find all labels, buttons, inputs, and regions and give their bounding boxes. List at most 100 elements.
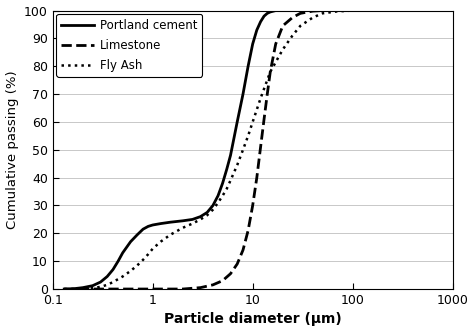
Limestone bbox=[220, 279, 226, 283]
Portland cement bbox=[150, 223, 155, 227]
Portland cement bbox=[135, 233, 140, 237]
Fly Ash bbox=[146, 252, 151, 256]
Fly Ash bbox=[245, 134, 251, 138]
Fly Ash bbox=[198, 217, 203, 221]
Portland cement bbox=[80, 286, 86, 290]
Portland cement bbox=[120, 251, 126, 255]
Line: Fly Ash: Fly Ash bbox=[64, 11, 383, 289]
Portland cement bbox=[68, 287, 73, 291]
Fly Ash bbox=[167, 233, 173, 237]
Limestone bbox=[319, 9, 325, 13]
Limestone bbox=[290, 16, 295, 20]
Portland cement bbox=[250, 42, 255, 46]
Fly Ash bbox=[334, 9, 340, 13]
Portland cement bbox=[267, 10, 273, 14]
Limestone bbox=[298, 11, 303, 15]
Portland cement bbox=[273, 9, 279, 13]
Limestone bbox=[210, 283, 216, 287]
Fly Ash bbox=[350, 9, 356, 13]
Limestone bbox=[98, 287, 103, 291]
Fly Ash bbox=[290, 34, 295, 38]
Portland cement bbox=[98, 280, 103, 284]
Fly Ash bbox=[110, 280, 116, 284]
Portland cement bbox=[104, 275, 110, 279]
Limestone bbox=[228, 272, 233, 276]
Portland cement bbox=[245, 64, 251, 68]
Limestone bbox=[261, 117, 267, 121]
Fly Ash bbox=[240, 148, 246, 152]
Fly Ash bbox=[220, 194, 226, 198]
Limestone bbox=[264, 92, 270, 96]
Fly Ash bbox=[367, 9, 373, 13]
Portland cement bbox=[204, 210, 210, 214]
Fly Ash bbox=[98, 285, 103, 289]
Portland cement bbox=[280, 9, 286, 13]
Portland cement bbox=[264, 11, 270, 15]
Portland cement bbox=[140, 227, 146, 231]
Portland cement bbox=[234, 120, 240, 124]
Fly Ash bbox=[135, 263, 140, 267]
Portland cement bbox=[90, 284, 95, 288]
Portland cement bbox=[258, 20, 264, 24]
Fly Ash bbox=[120, 275, 126, 279]
Fly Ash bbox=[380, 9, 385, 13]
Portland cement bbox=[261, 14, 267, 18]
Fly Ash bbox=[80, 287, 86, 291]
Limestone bbox=[180, 287, 186, 291]
Limestone bbox=[120, 287, 126, 291]
Fly Ash bbox=[267, 70, 273, 74]
Fly Ash bbox=[158, 240, 164, 244]
Portland cement bbox=[115, 259, 121, 263]
Fly Ash bbox=[210, 208, 216, 212]
Line: Portland cement: Portland cement bbox=[64, 11, 283, 289]
Limestone bbox=[240, 248, 246, 252]
Fly Ash bbox=[228, 178, 233, 182]
Fly Ash bbox=[190, 221, 195, 225]
Portland cement bbox=[190, 217, 195, 221]
Fly Ash bbox=[150, 247, 155, 251]
Fly Ash bbox=[68, 287, 73, 291]
Fly Ash bbox=[224, 187, 229, 191]
Portland cement bbox=[210, 204, 216, 208]
Fly Ash bbox=[310, 16, 316, 20]
Portland cement bbox=[224, 167, 229, 171]
Limestone bbox=[62, 287, 67, 291]
Legend: Portland cement, Limestone, Fly Ash: Portland cement, Limestone, Fly Ash bbox=[56, 14, 202, 77]
Fly Ash bbox=[215, 201, 221, 205]
Fly Ash bbox=[250, 120, 255, 124]
Portland cement bbox=[220, 181, 226, 185]
Portland cement bbox=[228, 153, 233, 157]
Portland cement bbox=[215, 194, 221, 198]
Limestone bbox=[150, 287, 155, 291]
Fly Ash bbox=[128, 269, 134, 273]
Fly Ash bbox=[298, 24, 303, 28]
Fly Ash bbox=[90, 286, 95, 290]
Limestone bbox=[340, 9, 346, 13]
Limestone bbox=[273, 42, 279, 46]
Limestone bbox=[234, 262, 240, 266]
Portland cement bbox=[158, 221, 164, 225]
Portland cement bbox=[240, 92, 246, 96]
Portland cement bbox=[254, 28, 260, 32]
Limestone bbox=[245, 228, 251, 232]
Fly Ash bbox=[104, 283, 110, 287]
Limestone bbox=[310, 9, 316, 13]
Fly Ash bbox=[280, 47, 286, 51]
Fly Ash bbox=[140, 258, 146, 262]
Fly Ash bbox=[258, 96, 264, 100]
Limestone bbox=[328, 9, 333, 13]
Limestone bbox=[267, 70, 273, 74]
Fly Ash bbox=[180, 226, 186, 230]
Fly Ash bbox=[319, 11, 325, 15]
Limestone bbox=[280, 24, 286, 28]
Limestone bbox=[258, 145, 264, 149]
Fly Ash bbox=[62, 287, 67, 291]
Fly Ash bbox=[204, 213, 210, 217]
Line: Limestone: Limestone bbox=[64, 11, 353, 289]
Limestone bbox=[68, 287, 73, 291]
X-axis label: Particle diameter (μm): Particle diameter (μm) bbox=[164, 312, 342, 326]
Portland cement bbox=[73, 287, 79, 290]
Portland cement bbox=[198, 214, 203, 218]
Portland cement bbox=[146, 224, 151, 228]
Portland cement bbox=[110, 268, 116, 272]
